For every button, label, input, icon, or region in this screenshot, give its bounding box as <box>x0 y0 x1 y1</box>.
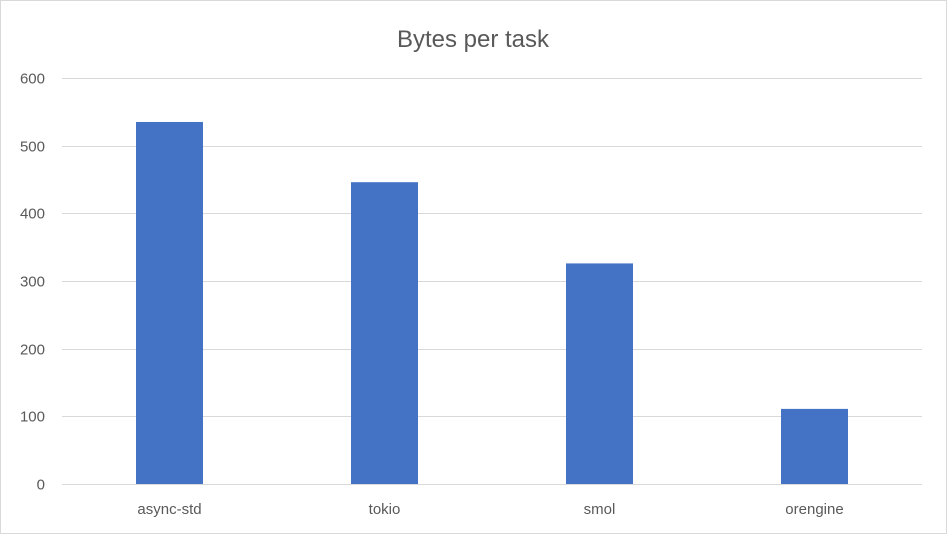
y-tick-label: 600 <box>20 71 45 88</box>
chart-title: Bytes per task <box>397 26 550 53</box>
y-tick-label: 500 <box>20 139 45 156</box>
y-tick-label: 100 <box>20 409 45 426</box>
y-axis-tick-labels: 0 100 200 300 400 500 600 <box>20 71 45 494</box>
bar-smol <box>566 263 633 484</box>
y-tick-label: 200 <box>20 342 45 359</box>
y-tick-label: 400 <box>20 206 45 223</box>
bar-async-std <box>136 121 203 484</box>
x-tick-label: async-std <box>137 501 201 518</box>
bar-tokio <box>351 182 418 484</box>
x-axis-tick-labels: async-std tokio smol orengine <box>137 501 843 518</box>
x-tick-label: tokio <box>369 501 401 518</box>
x-tick-label: smol <box>584 501 616 518</box>
x-tick-label: orengine <box>785 501 843 518</box>
y-tick-label: 300 <box>20 274 45 291</box>
gridlines <box>62 78 922 485</box>
bar-orengine <box>781 408 848 484</box>
y-tick-label: 0 <box>37 477 45 494</box>
bars <box>136 121 848 484</box>
